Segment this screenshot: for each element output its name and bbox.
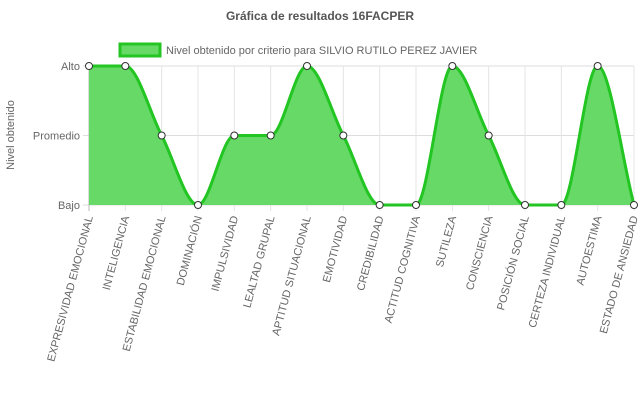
point bbox=[339, 131, 348, 140]
legend-label: Nivel obtenido por criterio para SILVIO … bbox=[166, 45, 477, 57]
point bbox=[157, 131, 166, 140]
point bbox=[266, 131, 275, 140]
x-tick-label: POSICIÓN SOCIAL bbox=[494, 214, 532, 311]
y-tick-label: Promedio bbox=[33, 131, 80, 143]
y-tick-label: Alto bbox=[61, 61, 80, 73]
x-tick-label: CONSCIENCIA bbox=[464, 214, 496, 292]
x-tick-label: ESTABILIDAD EMOCIONAL bbox=[121, 215, 169, 353]
chart-title: Gráfica de resultados 16FACPER bbox=[226, 9, 414, 23]
point bbox=[412, 201, 420, 209]
point bbox=[630, 201, 638, 209]
x-tick-label: ESTADO DE ANSIEDAD bbox=[598, 215, 639, 335]
point bbox=[375, 201, 384, 209]
x-tick-label: SUTILEZA bbox=[434, 214, 459, 269]
x-tick-label: AUTOESTIMA bbox=[575, 214, 605, 287]
point bbox=[521, 201, 529, 209]
point bbox=[448, 62, 457, 70]
point bbox=[230, 131, 239, 140]
x-tick-label: INTELIGENCIA bbox=[101, 214, 133, 292]
x-tick-label: CERTEZA INDIVIDUAL bbox=[527, 215, 568, 330]
y-axis-title: Nivel obtenido bbox=[5, 100, 17, 170]
point bbox=[121, 62, 130, 70]
x-tick-label: LEALTAD GRUPAL bbox=[241, 215, 277, 310]
point bbox=[593, 62, 602, 70]
x-tick-label: DOMINACIÓN bbox=[174, 214, 205, 286]
legend-swatch bbox=[118, 42, 162, 58]
x-tick-label: EMOTIVIDAD bbox=[321, 215, 350, 284]
point bbox=[194, 201, 202, 209]
x-tick-label: IMPULSIVIDAD bbox=[210, 215, 242, 293]
area bbox=[89, 66, 634, 205]
y-tick-label: Bajo bbox=[58, 200, 80, 212]
x-tick-label: EXPRESIVIDAD EMOCIONAL bbox=[45, 215, 96, 363]
x-tick-label: CREDIBILIDAD bbox=[355, 215, 387, 293]
point bbox=[85, 62, 93, 70]
x-tick-label: ACTITUD COGNITIVA bbox=[383, 214, 423, 324]
point bbox=[484, 131, 493, 140]
point bbox=[557, 201, 566, 209]
x-tick-label: APTITUD SITUACIONAL bbox=[270, 215, 314, 337]
point bbox=[303, 62, 311, 70]
